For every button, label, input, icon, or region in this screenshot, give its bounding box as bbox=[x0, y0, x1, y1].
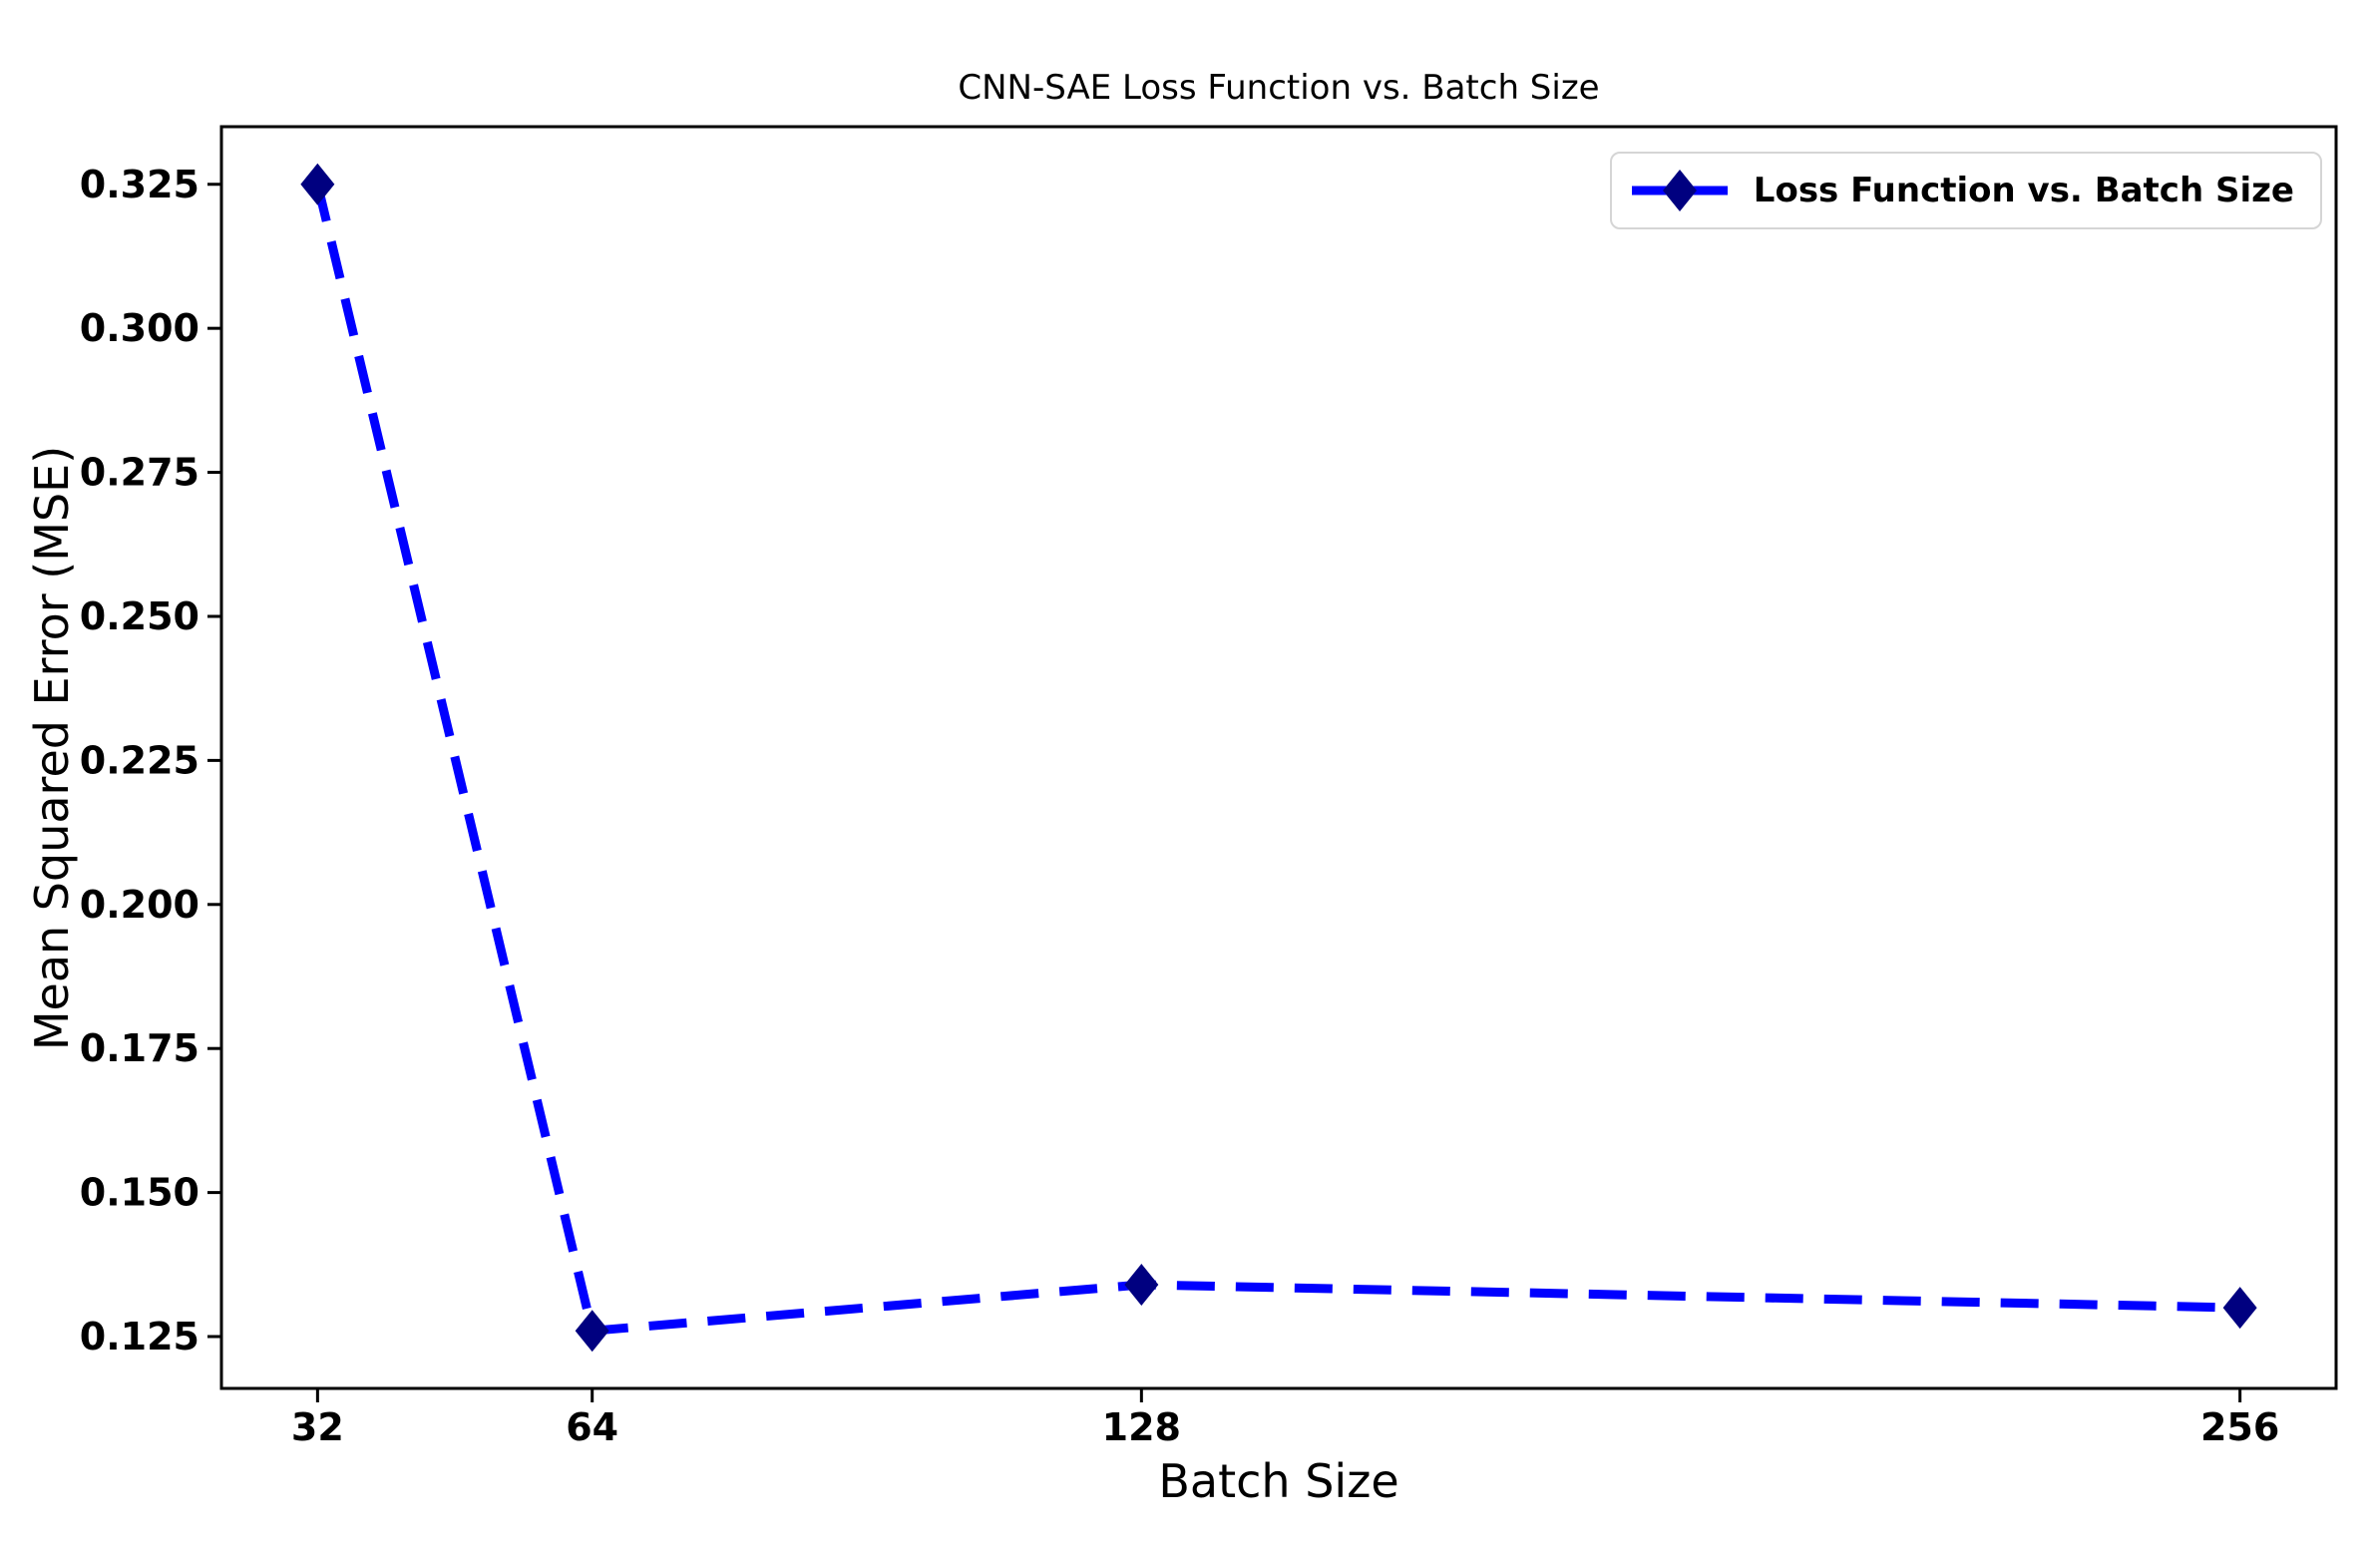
y-tick-label: 0.225 bbox=[80, 738, 199, 782]
y-tick-label: 0.325 bbox=[80, 163, 199, 206]
x-tick-label: 32 bbox=[291, 1405, 344, 1449]
x-tick-label: 256 bbox=[2200, 1405, 2279, 1449]
x-axis-label: Batch Size bbox=[1158, 1454, 1399, 1508]
y-tick-label: 0.275 bbox=[80, 451, 199, 495]
data-point-marker bbox=[575, 1310, 609, 1353]
legend: Loss Function vs. Batch Size bbox=[1609, 152, 2322, 229]
x-tick-label: 128 bbox=[1102, 1405, 1181, 1449]
y-tick-label: 0.250 bbox=[80, 594, 199, 638]
data-point-marker bbox=[1124, 1264, 1159, 1307]
legend-diamond-icon bbox=[1662, 170, 1697, 211]
plot-frame bbox=[219, 125, 2338, 1390]
y-tick-label: 0.150 bbox=[80, 1171, 199, 1215]
y-tick-label: 0.175 bbox=[80, 1026, 199, 1070]
data-point-marker bbox=[300, 163, 335, 205]
y-tick-label: 0.200 bbox=[80, 883, 199, 927]
data-point-marker bbox=[2222, 1287, 2257, 1330]
x-tick-label: 64 bbox=[566, 1405, 618, 1449]
chart-title: CNN-SAE Loss Function vs. Batch Size bbox=[958, 68, 1600, 108]
y-tick-label: 0.125 bbox=[80, 1315, 199, 1358]
legend-line-marker-sample bbox=[1631, 170, 1728, 211]
loss-line bbox=[313, 183, 2240, 1337]
y-tick-label: 0.300 bbox=[80, 306, 199, 350]
y-axis-label: Mean Squared Error (MSE) bbox=[25, 445, 79, 1051]
legend-label: Loss Function vs. Batch Size bbox=[1753, 171, 2294, 210]
